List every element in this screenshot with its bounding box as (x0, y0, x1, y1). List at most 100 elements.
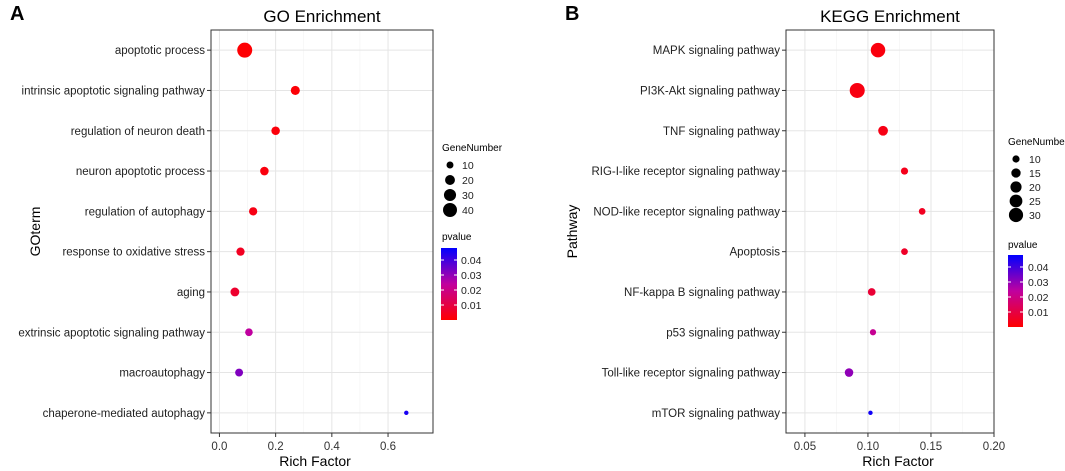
color-legend-title: pvalue (1008, 240, 1038, 251)
y-tick-label: MAPK signaling pathway (653, 45, 780, 57)
data-point (290, 85, 300, 96)
size-legend-dot (443, 203, 457, 217)
size-legend-label: 40 (462, 205, 474, 217)
x-axis-label: Rich Factor (279, 453, 351, 469)
size-legend-dot (1011, 168, 1021, 178)
y-tick-label: extrinsic apoptotic signaling pathway (18, 327, 205, 339)
color-legend: pvalue 0.04 0.03 0.02 0.01 (1008, 240, 1049, 327)
y-tick-label: aging (177, 287, 205, 299)
x-tick-label: 0.0 (211, 441, 227, 453)
color-legend-label: 0.03 (461, 270, 482, 282)
x-tick-label: 0.15 (920, 441, 942, 453)
y-tick-label: NF-kappa B signaling pathway (624, 287, 780, 299)
x-gridlines (218, 30, 389, 433)
data-point (918, 207, 926, 215)
y-tick-label: regulation of neuron death (71, 126, 205, 138)
size-legend-title: GeneNumber (1008, 137, 1065, 148)
color-legend-label: 0.01 (461, 300, 482, 312)
size-legend-dot (1009, 194, 1023, 208)
size-legend-label: 30 (1029, 210, 1041, 222)
size-legend-dot (445, 175, 455, 185)
data-point (870, 42, 886, 58)
y-axis-label: GOterm (27, 207, 43, 257)
data-point (235, 368, 244, 377)
data-point (230, 287, 240, 297)
panel-label: A (10, 3, 24, 25)
y-tick-label: Apoptosis (729, 247, 780, 259)
y-tick-label: regulation of autophagy (85, 206, 205, 218)
x-tick-labels: 0.0 0.2 0.4 0.6 (211, 433, 396, 453)
size-legend-dot (443, 188, 457, 202)
color-legend-bar (1008, 255, 1023, 327)
y-tick-label: p53 signaling pathway (666, 327, 780, 339)
panel-label: B (565, 3, 579, 25)
size-legend-label: 15 (1029, 168, 1041, 180)
color-legend-title: pvalue (442, 232, 472, 243)
x-axis-label: Rich Factor (862, 453, 934, 469)
data-point (867, 288, 876, 296)
data-points (844, 42, 926, 416)
color-legend: pvalue 0.04 0.03 0.02 0.01 (441, 232, 482, 320)
y-tick-label: PI3K-Akt signaling pathway (640, 85, 780, 97)
data-point (236, 247, 245, 256)
data-point (249, 207, 258, 216)
y-tick-label: RIG-I-like receptor signaling pathway (591, 166, 780, 178)
data-point (844, 368, 854, 377)
y-tick-label: response to oxidative stress (62, 247, 205, 259)
y-tick-label: chaperone-mediated autophagy (43, 408, 206, 420)
y-axis-label: Pathway (564, 205, 580, 259)
plot-background (786, 30, 994, 433)
color-legend-label: 0.04 (461, 255, 482, 267)
data-point (869, 329, 877, 336)
y-tick-label: intrinsic apoptotic signaling pathway (22, 85, 206, 97)
chart-title: KEGG Enrichment (820, 7, 960, 26)
plot-border (785, 29, 995, 434)
size-legend-dot (1012, 155, 1020, 163)
y-tick-labels: MAPK signaling pathway PI3K-Akt signaling… (591, 45, 786, 420)
x-tick-label: 0.05 (794, 441, 816, 453)
size-legend-label: 30 (462, 190, 474, 202)
plot-background (211, 30, 433, 433)
size-legend-label: 10 (1029, 154, 1041, 166)
size-legend: GeneNumber 10 20 30 40 (442, 143, 503, 217)
size-legend-label: 20 (462, 175, 474, 187)
x-tick-label: 0.2 (268, 441, 284, 453)
data-point (901, 248, 908, 256)
chart-title: GO Enrichment (263, 7, 380, 26)
x-tick-label: 0.6 (380, 441, 396, 453)
data-point (237, 42, 253, 58)
data-point (245, 328, 253, 337)
color-legend-label: 0.02 (1028, 292, 1049, 304)
data-point (868, 410, 873, 416)
size-legend-label: 25 (1029, 196, 1041, 208)
panel-b: B KEGG Enrichment MAPK signaling pathway PI… (564, 3, 1065, 469)
y-tick-label: macroautophagy (119, 368, 205, 380)
data-point (900, 167, 909, 175)
size-legend-dot (446, 161, 454, 169)
size-legend-label: 20 (1029, 182, 1041, 194)
data-point (878, 125, 888, 136)
x-tick-label: 0.4 (324, 441, 341, 453)
data-points (230, 42, 409, 416)
y-tick-label: TNF signaling pathway (663, 126, 780, 138)
data-point (260, 166, 269, 176)
y-gridlines (786, 49, 994, 414)
data-point (271, 126, 280, 136)
size-legend: GeneNumber 10 15 20 25 30 (1008, 137, 1065, 223)
y-tick-label: Toll-like receptor signaling pathway (602, 368, 781, 380)
data-point (404, 410, 409, 416)
x-minor-gridlines (836, 30, 963, 433)
y-tick-label: NOD-like receptor signaling pathway (593, 206, 780, 218)
color-legend-label: 0.03 (1028, 277, 1049, 289)
color-legend-label: 0.02 (461, 285, 482, 297)
color-legend-label: 0.04 (1028, 262, 1049, 274)
x-tick-label: 0.20 (983, 441, 1005, 453)
color-legend-label: 0.01 (1028, 307, 1049, 319)
y-tick-label: neuron apoptotic process (76, 166, 205, 178)
data-point (849, 82, 865, 98)
panel-a: A GO Enrichment apoptotic process intrinsic… (10, 3, 503, 469)
plot-border (210, 29, 434, 434)
color-legend-bar (441, 248, 457, 320)
size-legend-dot (1008, 207, 1024, 223)
